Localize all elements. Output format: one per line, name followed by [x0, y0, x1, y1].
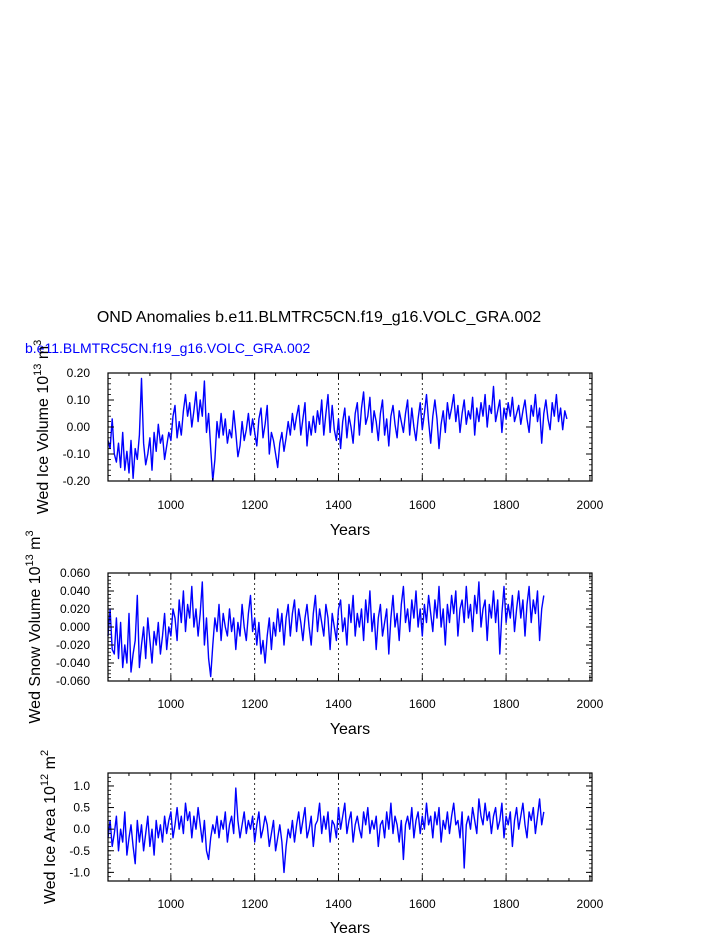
- y-tick-label: 1.0: [73, 779, 90, 793]
- x-tick-label: 1400: [325, 498, 352, 512]
- x-tick-label: 1600: [409, 897, 436, 911]
- x-tick-label: 1200: [241, 697, 268, 711]
- y-tick-label: -0.10: [63, 447, 91, 461]
- x-tick-label: 1200: [241, 897, 268, 911]
- series-line: [107, 581, 545, 678]
- y-axis-label: Wed Ice Volume 1013 m3: [32, 340, 52, 515]
- x-tick-label: 1800: [493, 897, 520, 911]
- y-tick-label: 0.040: [60, 584, 90, 598]
- y-tick-label: 0.00: [67, 420, 91, 434]
- x-tick-label: 1000: [158, 498, 185, 512]
- x-tick-label: 1800: [493, 697, 520, 711]
- y-tick-label: -0.040: [56, 656, 90, 670]
- x-tick-label: 1000: [158, 697, 185, 711]
- x-tick-label: 1400: [325, 897, 352, 911]
- x-tick-label: 1200: [241, 498, 268, 512]
- y-tick-label: 0.000: [60, 620, 90, 634]
- series-line: [107, 377, 568, 482]
- x-axis-label: Years: [330, 721, 370, 738]
- y-tick-label: -0.5: [69, 844, 90, 858]
- plot-frame: [107, 572, 593, 682]
- y-tick-label: 0.5: [73, 801, 90, 815]
- panel-ice-volume: 1000 1200 1400 1600 1800 2000 -0.20 -0.10 0.00 0.…: [32, 340, 604, 539]
- x-tick-label: 1600: [409, 498, 436, 512]
- x-tick-label: 2000: [577, 897, 604, 911]
- panel-snow-volume: 1000 1200 1400 1600 1800 2000 -0.060 -0.040 -0.0…: [24, 530, 604, 738]
- panel-ice-area: 1000 1200 1400 1600 1800 2000 -1.0 -0.5 0.0 0.5 1.…: [39, 750, 604, 935]
- figure-subtitle: b.e11.BLMTRC5CN.f19_g16.VOLC_GRA.002: [25, 340, 311, 356]
- x-tick-label: 1800: [493, 498, 520, 512]
- x-tick-label: 2000: [577, 697, 604, 711]
- y-tick-label: 0.10: [67, 393, 91, 407]
- series-line: [107, 787, 545, 874]
- y-tick-label: -0.060: [56, 674, 90, 688]
- figure-title: OND Anomalies b.e11.BLMTRC5CN.f19_g16.VO…: [97, 309, 541, 326]
- x-tick-label: 1600: [409, 697, 436, 711]
- x-axis-label: Years: [330, 522, 370, 539]
- x-tick-label: 1400: [325, 697, 352, 711]
- y-tick-label: -0.20: [63, 474, 91, 488]
- y-tick-label: 0.20: [67, 366, 91, 380]
- y-tick-label: -1.0: [69, 865, 90, 879]
- y-tick-label: -0.020: [56, 638, 90, 652]
- y-axis-label: Wed Ice Area 1012 m2: [39, 750, 59, 904]
- y-tick-label: 0.0: [73, 822, 90, 836]
- plot-frame: [107, 772, 593, 882]
- x-axis-label: Years: [330, 920, 370, 935]
- y-tick-label: 0.060: [60, 566, 90, 580]
- x-tick-label: 1000: [158, 897, 185, 911]
- x-tick-label: 2000: [577, 498, 604, 512]
- y-tick-label: 0.020: [60, 602, 90, 616]
- y-axis-label: Wed Snow Volume 1013 m3: [24, 530, 44, 723]
